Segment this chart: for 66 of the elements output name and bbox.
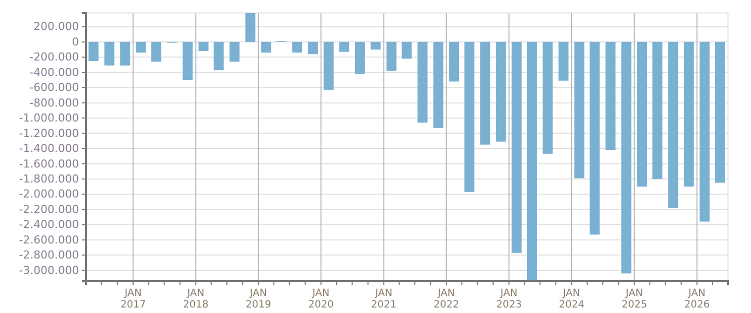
y-tick-label: -600.000	[30, 81, 79, 94]
bar	[668, 42, 678, 208]
bar	[621, 42, 632, 274]
bar	[354, 42, 365, 74]
bar	[370, 42, 381, 50]
bar	[261, 42, 272, 53]
bar	[558, 42, 569, 81]
y-tick-label: -1.800.000	[19, 172, 79, 186]
bar	[684, 42, 694, 187]
bar	[496, 42, 506, 142]
bar	[339, 42, 350, 52]
bar	[606, 42, 616, 150]
bar	[574, 42, 584, 178]
y-tick-label: -2.200.000	[19, 202, 79, 216]
bar	[512, 42, 522, 253]
y-tick-label: 0	[72, 35, 79, 48]
y-tick-label: -3.000.000	[19, 264, 79, 277]
bar	[590, 42, 600, 235]
y-tick-label: -1.200.000	[19, 126, 79, 140]
y-tick-label: -1.400.000	[19, 142, 79, 156]
bar	[402, 42, 412, 59]
bar	[308, 42, 318, 54]
bar	[652, 42, 662, 179]
bar	[214, 42, 224, 70]
bar	[418, 42, 428, 123]
x-tick-label: JAN 2023	[496, 288, 522, 311]
x-tick-label: JAN 2017	[120, 288, 146, 311]
bar	[230, 42, 240, 62]
bar	[449, 42, 460, 82]
bar	[637, 42, 648, 187]
x-tick-label: JAN 2026	[684, 288, 710, 311]
x-tick-label: JAN 2025	[622, 288, 648, 311]
bar	[526, 42, 537, 281]
y-tick-label: -2.400.000	[19, 218, 79, 232]
x-tick-label: JAN 2018	[183, 288, 208, 311]
y-tick-label: -200.000	[30, 50, 79, 64]
bar	[245, 13, 256, 42]
bar	[151, 42, 162, 62]
bar	[386, 42, 396, 71]
x-tick-label: JAN 2019	[246, 288, 272, 311]
bar	[88, 42, 99, 61]
bar	[464, 42, 474, 192]
y-tick-label: 200.000	[34, 20, 79, 34]
bar	[182, 42, 193, 80]
y-tick-label: -2.800.000	[19, 248, 79, 262]
bar	[136, 42, 146, 53]
bar	[542, 42, 553, 154]
y-tick-label: -800.000	[30, 96, 79, 110]
x-tick-label: JAN 2024	[558, 288, 584, 311]
y-tick-label: -2.000.000	[19, 188, 79, 201]
x-tick-label: JAN 2020	[308, 288, 334, 311]
y-tick-label: -1.600.000	[19, 157, 79, 170]
bar	[480, 42, 490, 145]
y-tick-label: -2.600.000	[19, 233, 79, 246]
bar	[433, 42, 444, 128]
bar	[700, 42, 710, 222]
bar	[324, 42, 334, 90]
y-tick-label: -400.000	[30, 66, 79, 79]
bar	[120, 42, 130, 66]
bar	[292, 42, 302, 53]
bar	[198, 42, 208, 52]
bar	[104, 42, 114, 66]
y-tick-label: -1.000.000	[19, 112, 79, 125]
bar	[714, 42, 725, 183]
x-tick-label: JAN 2021	[371, 288, 396, 311]
x-tick-label: JAN 2022	[434, 288, 460, 311]
